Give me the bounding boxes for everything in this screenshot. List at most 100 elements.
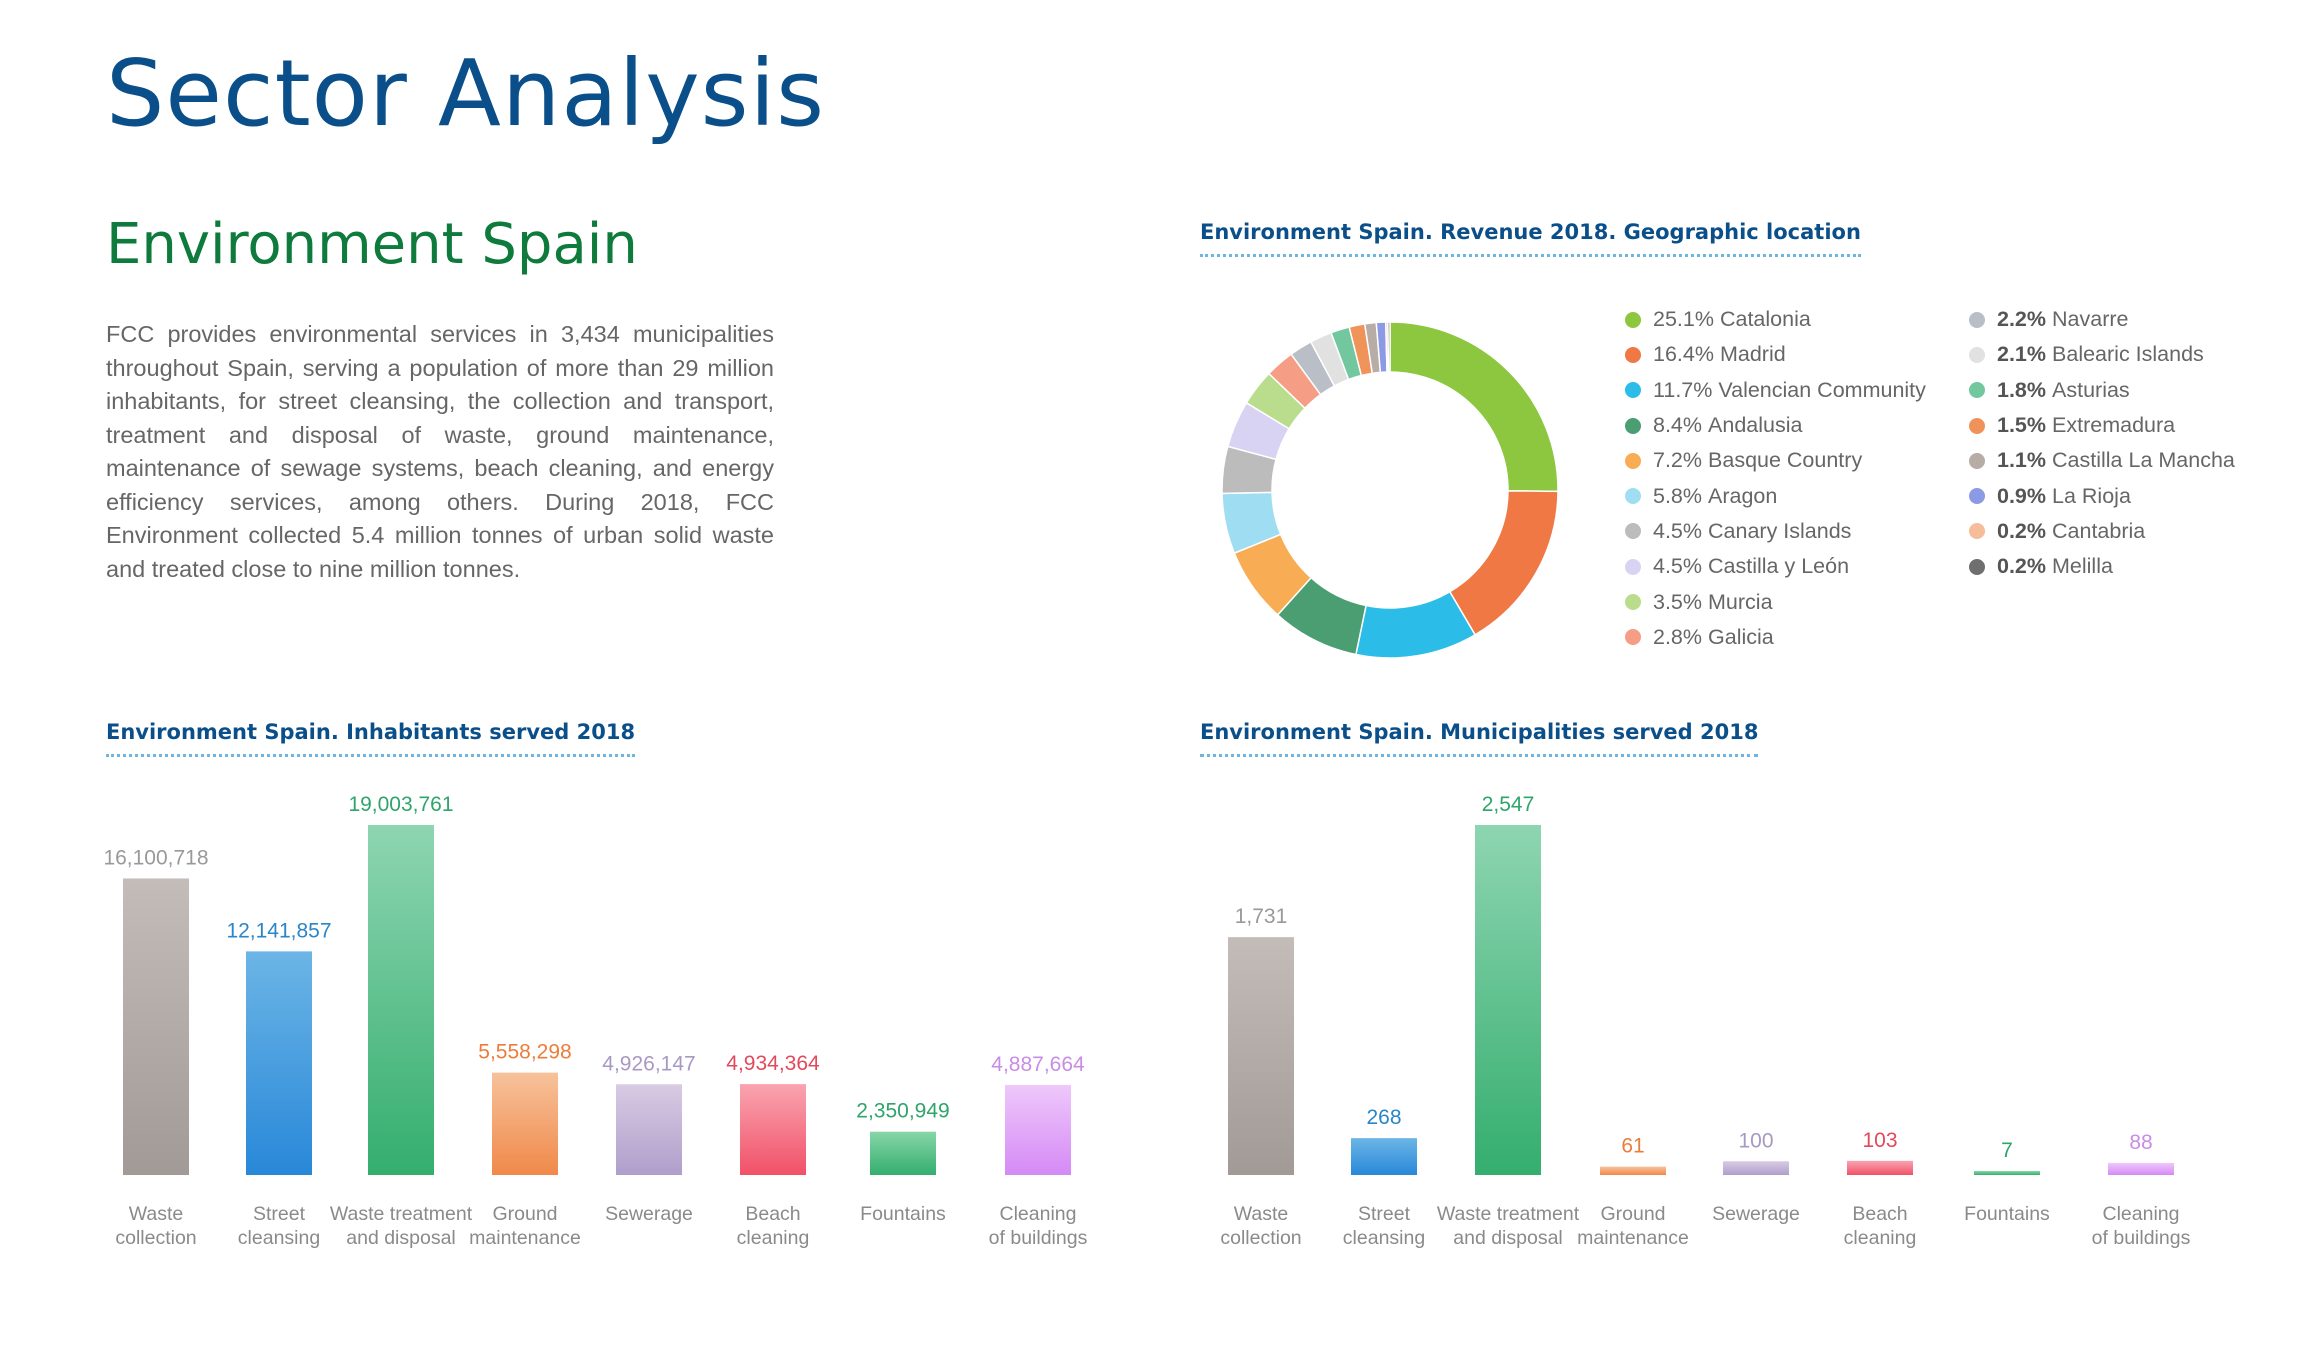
- legend-item-castilla-y-le-n: 4.5% Castilla y León: [1625, 549, 1926, 584]
- inhabitants-value-label-waste-treatment-and-disposal: 19,003,761: [348, 793, 453, 816]
- legend-swatch: [1625, 417, 1641, 434]
- legend-value: 1.1%: [1997, 448, 2047, 473]
- legend-swatch: [1625, 382, 1641, 399]
- legend-item-aragon: 5.8% Aragon: [1625, 478, 1926, 513]
- legend-item-basque-country: 7.2% Basque Country: [1625, 443, 1926, 478]
- inhabitants-category-label-beach-cleaning: Beach cleaning: [737, 1203, 810, 1249]
- legend-swatch: [1969, 488, 1985, 505]
- legend-label: La Rioja: [2052, 483, 2131, 508]
- inhabitants-value-label-cleaning-of-buildings: 4,887,664: [991, 1053, 1085, 1076]
- municipalities-bar-beach-cleaning: [1847, 1160, 1913, 1175]
- legend-value: 0.2%: [1997, 518, 2047, 543]
- section-title: Environment Spain: [106, 212, 638, 277]
- revenue-donut-chart: [1221, 321, 1559, 659]
- legend-value: 3.5%: [1653, 589, 1703, 614]
- legend-value: 1.8%: [1997, 377, 2047, 402]
- legend-value: 25.1%: [1653, 307, 1714, 332]
- inhabitants-bar-waste-collection: [123, 878, 189, 1175]
- municipalities-value-label-waste-treatment-and-disposal: 2,547: [1482, 793, 1535, 816]
- municipalities-category-label-waste-treatment-and-disposal: Waste treatment and disposal: [1437, 1203, 1580, 1249]
- legend-swatch: [1625, 594, 1641, 611]
- legend-value: 4.5%: [1653, 554, 1703, 579]
- inhabitants-category-label-waste-treatment-and-disposal: Waste treatment and disposal: [330, 1203, 473, 1249]
- municipalities-bar-waste-treatment-and-disposal: [1475, 825, 1541, 1175]
- legend-value: 2.2%: [1997, 307, 2047, 332]
- legend-value: 0.9%: [1997, 483, 2047, 508]
- legend-swatch: [1969, 346, 1985, 363]
- legend-item-canary-islands: 4.5% Canary Islands: [1625, 514, 1926, 549]
- legend-value: 8.4%: [1653, 413, 1703, 438]
- municipalities-bar-cleaning-of-buildings: [2108, 1162, 2174, 1175]
- inhabitants-value-label-sewerage: 4,926,147: [602, 1052, 695, 1075]
- legend-swatch: [1625, 311, 1641, 328]
- legend-swatch: [1625, 523, 1641, 540]
- legend-swatch: [1625, 629, 1641, 646]
- legend-value: 0.2%: [1997, 554, 2047, 579]
- legend-value: 11.7%: [1653, 377, 1713, 402]
- legend-item-asturias: 1.8% Asturias: [1969, 373, 2235, 408]
- legend-label: Valencian Community: [1718, 377, 1926, 402]
- inhabitants-bar-street-cleansing: [246, 951, 312, 1175]
- legend-item-balearic-islands: 2.1% Balearic Islands: [1969, 337, 2235, 372]
- inhabitants-value-label-beach-cleaning: 4,934,364: [726, 1052, 820, 1075]
- legend-label: Galicia: [1708, 624, 1774, 649]
- legend-label: Catalonia: [1719, 307, 1811, 332]
- inhabitants-value-label-street-cleansing: 12,141,857: [226, 919, 331, 942]
- legend-swatch: [1625, 346, 1641, 363]
- inhabitants-bar-waste-treatment-and-disposal: [368, 825, 434, 1175]
- legend-item-andalusia: 8.4% Andalusia: [1625, 408, 1926, 443]
- donut-slice-catalonia: [1389, 321, 1559, 493]
- municipalities-value-label-beach-cleaning: 103: [1862, 1129, 1897, 1152]
- municipalities-category-label-street-cleansing: Street cleansing: [1343, 1203, 1425, 1249]
- legend-value: 1.5%: [1997, 413, 2047, 438]
- legend-label: Basque Country: [1708, 448, 1863, 473]
- municipalities-category-label-ground-maintenance: Ground maintenance: [1577, 1203, 1689, 1249]
- inhabitants-category-label-ground-maintenance: Ground maintenance: [469, 1203, 581, 1249]
- donut-slice-madrid: [1448, 490, 1559, 636]
- legend-item-murcia: 3.5% Murcia: [1625, 584, 1926, 619]
- legend-value: 5.8%: [1653, 483, 1703, 508]
- legend-swatch: [1969, 382, 1985, 399]
- municipalities-bar-fountains: [1974, 1171, 2040, 1175]
- municipalities-value-label-street-cleansing: 268: [1366, 1106, 1401, 1129]
- legend-item-cantabria: 0.2% Cantabria: [1969, 514, 2235, 549]
- municipalities-bar-waste-collection: [1228, 937, 1294, 1175]
- municipalities-value-label-sewerage: 100: [1738, 1129, 1773, 1152]
- revenue-legend-right: 2.2% Navarre 2.1% Balearic Islands 1.8% Astur…: [1969, 302, 2235, 584]
- legend-label: Madrid: [1719, 342, 1786, 367]
- municipalities-value-label-fountains: 7: [2001, 1139, 2013, 1162]
- legend-label: Canary Islands: [1708, 518, 1852, 543]
- legend-label: Cantabria: [2052, 518, 2146, 543]
- municipalities-chart-title: Environment Spain. Municipalities served…: [1200, 720, 1759, 757]
- municipalities-category-label-waste-collection: Waste collection: [1220, 1203, 1301, 1249]
- legend-label: Melilla: [2052, 554, 2113, 579]
- inhabitants-bar-cleaning-of-buildings: [1005, 1084, 1071, 1175]
- legend-label: Asturias: [2052, 377, 2130, 402]
- legend-item-valencian-community: 11.7% Valencian Community: [1625, 373, 1926, 408]
- legend-label: Andalusia: [1708, 413, 1803, 438]
- legend-label: Extremadura: [2052, 413, 2176, 438]
- legend-label: Balearic Islands: [2052, 342, 2204, 367]
- inhabitants-chart-title: Environment Spain. Inhabitants served 20…: [106, 720, 636, 757]
- municipalities-bar-ground-maintenance: [1600, 1166, 1666, 1175]
- legend-label: Castilla y León: [1708, 554, 1850, 579]
- municipalities-bar-sewerage: [1723, 1161, 1789, 1175]
- legend-swatch: [1625, 558, 1641, 575]
- legend-item-extremadura: 1.5% Extremadura: [1969, 408, 2235, 443]
- intro-paragraph: FCC provides environmental services in 3…: [106, 321, 774, 582]
- inhabitants-bar-sewerage: [616, 1084, 682, 1175]
- legend-swatch: [1625, 452, 1641, 469]
- municipalities-bar-street-cleansing: [1351, 1138, 1417, 1175]
- revenue-chart-title: Environment Spain. Revenue 2018. Geograp…: [1200, 220, 1861, 257]
- legend-item-catalonia: 25.1% Catalonia: [1625, 302, 1926, 337]
- municipalities-value-label-cleaning-of-buildings: 88: [2129, 1131, 2152, 1154]
- donut-slice-melilla: [1387, 321, 1391, 373]
- inhabitants-category-label-sewerage: Sewerage: [605, 1203, 693, 1225]
- inhabitants-category-label-cleaning-of-buildings: Cleaning of buildings: [989, 1203, 1088, 1249]
- legend-swatch: [1969, 452, 1985, 469]
- legend-value: 7.2%: [1653, 448, 1703, 473]
- inhabitants-bar-beach-cleaning: [740, 1084, 806, 1175]
- municipalities-category-label-cleaning-of-buildings: Cleaning of buildings: [2092, 1203, 2191, 1249]
- legend-value: 2.8%: [1653, 624, 1703, 649]
- legend-value: 4.5%: [1653, 518, 1703, 543]
